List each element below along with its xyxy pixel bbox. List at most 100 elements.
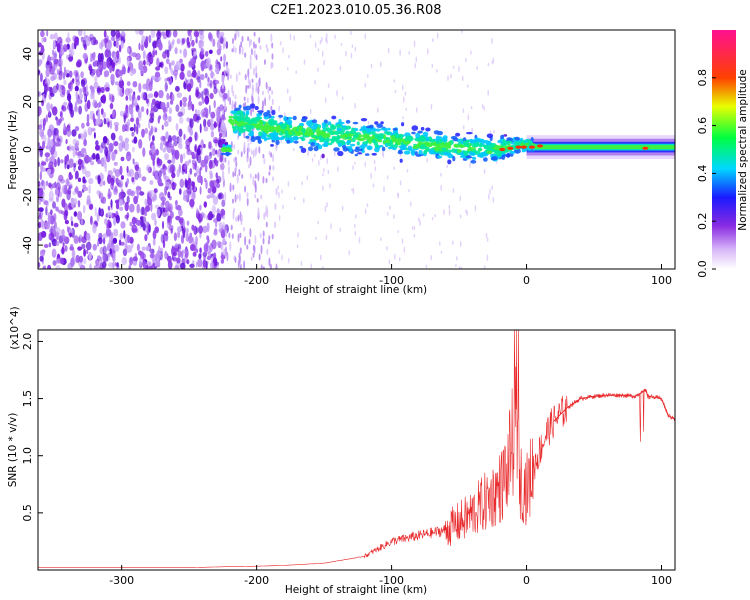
noise-speck [325, 32, 328, 40]
snr-y-axis-label: SNR (10 * v/v) [7, 413, 19, 488]
noise-blob [83, 30, 86, 37]
noise-blob [209, 181, 215, 190]
noise-blob [221, 81, 224, 90]
noise-blob [110, 73, 115, 82]
noise-blob [204, 88, 210, 99]
noise-blob [268, 171, 271, 176]
ridge-blob [425, 127, 431, 132]
noise-speck [334, 34, 336, 40]
noise-blob [52, 201, 56, 209]
noise-speck [311, 157, 314, 163]
noise-blob [269, 86, 272, 91]
noise-blob [64, 219, 69, 225]
noise-blob [154, 219, 157, 227]
noise-blob [79, 264, 86, 269]
noise-blob [247, 164, 250, 169]
noise-blob [113, 57, 116, 63]
noise-blob [216, 48, 221, 56]
noise-blob [192, 182, 195, 191]
noise-blob [191, 39, 195, 47]
noise-blob [80, 153, 85, 158]
ridge-blob [286, 139, 291, 144]
noise-blob [213, 100, 216, 109]
noise-speck [386, 245, 388, 251]
noise-blob [152, 40, 158, 48]
ridge-blob [407, 145, 413, 151]
noise-blob [42, 197, 45, 203]
noise-speck [408, 51, 411, 55]
noise-blob [103, 30, 107, 38]
noise-blob [140, 44, 144, 52]
noise-speck [339, 65, 342, 71]
noise-speck [403, 246, 406, 254]
noise-speck [404, 91, 407, 96]
noise-blob [223, 53, 227, 63]
noise-blob [156, 57, 160, 67]
noise-blob [107, 59, 110, 69]
hot-spot [520, 145, 527, 149]
noise-blob [231, 233, 234, 239]
noise-blob [41, 161, 47, 166]
noise-speck [434, 213, 436, 218]
noise-blob [161, 124, 164, 131]
noise-speck [355, 214, 357, 219]
noise-speck [345, 50, 347, 57]
noise-blob [47, 168, 51, 175]
noise-speck [309, 34, 312, 39]
noise-blob [114, 262, 117, 267]
ridge-blob [367, 136, 372, 141]
noise-blob [124, 137, 129, 143]
ridge-blob [271, 109, 276, 116]
noise-blob [209, 172, 213, 180]
noise-blob [113, 216, 117, 226]
hot-spot [528, 145, 535, 149]
noise-blob [98, 65, 102, 73]
noise-blob [211, 239, 217, 250]
noise-blob [154, 149, 160, 156]
noise-blob [270, 33, 273, 43]
noise-speck [286, 88, 289, 94]
noise-blob [175, 85, 180, 92]
noise-blob [53, 32, 58, 40]
noise-blob [53, 52, 58, 59]
noise-blob [132, 94, 135, 100]
noise-blob [232, 184, 235, 191]
ridge-blob [239, 116, 244, 121]
ridge-blob [312, 123, 319, 127]
noise-blob [271, 90, 274, 95]
noise-blob [168, 141, 172, 148]
ridge-blob [228, 115, 234, 119]
ridge-blob [500, 134, 505, 140]
ridge-blob [300, 147, 307, 153]
noise-blob [257, 95, 260, 105]
ridge-blob [345, 130, 350, 135]
noise-speck [340, 42, 343, 46]
noise-speck [370, 63, 373, 69]
ridge-blob [399, 133, 404, 139]
ridge-blob [437, 155, 441, 159]
noise-blob [69, 143, 72, 153]
ridge-blob [327, 142, 333, 146]
noise-blob [206, 155, 209, 162]
noise-blob [271, 98, 274, 106]
noise-blob [46, 102, 51, 112]
noise-blob [244, 235, 247, 246]
noise-blob [189, 118, 194, 129]
noise-blob [69, 49, 75, 56]
noise-blob [111, 62, 115, 72]
noise-blob [200, 74, 205, 81]
noise-blob [49, 33, 55, 40]
noise-speck [387, 47, 390, 54]
noise-speck [327, 169, 330, 175]
noise-blob [86, 121, 90, 127]
noise-blob [216, 213, 222, 222]
noise-blob [145, 35, 149, 43]
noise-blob [260, 244, 263, 255]
noise-blob [235, 30, 238, 36]
snr-series-line [553, 389, 675, 422]
noise-blob [67, 187, 72, 195]
noise-blob [78, 105, 82, 115]
noise-blob [270, 152, 273, 158]
ridge-blob [351, 127, 355, 131]
noise-blob [151, 212, 157, 221]
